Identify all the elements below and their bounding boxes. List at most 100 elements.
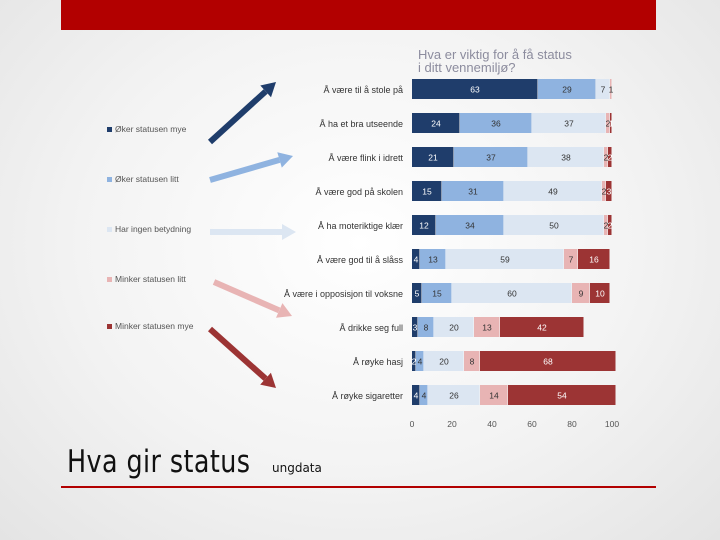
bar-segment bbox=[608, 215, 612, 235]
bar-segment bbox=[422, 283, 452, 303]
legend-arrow-head bbox=[260, 372, 276, 388]
bar-segment bbox=[590, 283, 610, 303]
bar-segment bbox=[532, 113, 606, 133]
bar-segment bbox=[596, 79, 610, 99]
bar-value-label: 8 bbox=[424, 323, 429, 333]
legend-swatch bbox=[107, 177, 112, 182]
top-accent-bar bbox=[61, 0, 656, 30]
slide-title: Hva gir status bbox=[67, 444, 251, 480]
bar-segment bbox=[428, 385, 480, 405]
bar-segment bbox=[480, 351, 616, 371]
bar-segment bbox=[412, 283, 422, 303]
legend-arrow-shaft bbox=[212, 279, 281, 314]
bar-value-label: 31 bbox=[468, 187, 478, 197]
bar-value-label: 2 bbox=[412, 357, 417, 367]
bar-segment bbox=[436, 215, 504, 235]
bar-value-label: 1 bbox=[609, 85, 614, 95]
bar-value-label: 4 bbox=[414, 255, 419, 265]
legend-arrow-shaft bbox=[209, 157, 281, 183]
bar-segment bbox=[424, 351, 464, 371]
slide-subtitle: ungdata bbox=[272, 461, 322, 475]
bar-segment bbox=[460, 113, 532, 133]
bar-value-label: 68 bbox=[543, 357, 553, 367]
bar-segment bbox=[604, 215, 608, 235]
bar-value-label: 10 bbox=[595, 289, 605, 299]
bar-segment bbox=[412, 317, 418, 337]
legend-label: Minker statusen litt bbox=[115, 274, 186, 284]
bar-segment bbox=[606, 181, 612, 201]
bar-segment bbox=[416, 351, 424, 371]
bar-value-label: 16 bbox=[589, 255, 599, 265]
bar-segment bbox=[420, 249, 446, 269]
bar-value-label: 13 bbox=[428, 255, 438, 265]
legend-label: Øker statusen litt bbox=[115, 174, 179, 184]
bar-segment bbox=[464, 351, 480, 371]
bar-value-label: 4 bbox=[418, 357, 423, 367]
bar-segment bbox=[412, 181, 442, 201]
bar-segment bbox=[578, 249, 610, 269]
bar-value-label: 13 bbox=[482, 323, 492, 333]
bar-value-label: 2 bbox=[608, 221, 613, 231]
bar-segment bbox=[504, 181, 602, 201]
category-label: Å ha et bra utseende bbox=[319, 119, 403, 129]
legend-arrow-head bbox=[277, 152, 293, 168]
x-tick-label: 60 bbox=[527, 419, 537, 429]
bar-value-label: 8 bbox=[470, 357, 475, 367]
bar-value-label: 26 bbox=[449, 391, 459, 401]
legend-label: Øker statusen mye bbox=[115, 124, 187, 134]
bar-value-label: 15 bbox=[432, 289, 442, 299]
legend-swatch bbox=[107, 127, 112, 132]
bar-value-label: 49 bbox=[548, 187, 558, 197]
bar-segment bbox=[452, 283, 572, 303]
bar-segment bbox=[446, 249, 564, 269]
bar-value-label: 3 bbox=[413, 323, 418, 333]
legend-arrow-shaft bbox=[208, 326, 268, 381]
category-labels: Å være til å stole på Å ha et bra utseend… bbox=[284, 85, 404, 401]
bar-segment bbox=[538, 79, 596, 99]
bar-segment bbox=[412, 385, 420, 405]
category-label: Å være god på skolen bbox=[315, 187, 403, 197]
legend-label: Har ingen betydning bbox=[115, 224, 191, 234]
bar-segment bbox=[602, 181, 606, 201]
bar-value-label: 2 bbox=[606, 119, 611, 129]
bar-value-label: 5 bbox=[415, 289, 420, 299]
legend-swatch bbox=[107, 324, 112, 329]
bar-segment bbox=[572, 283, 590, 303]
bar-segment bbox=[604, 147, 608, 167]
category-label: Å være til å stole på bbox=[323, 85, 403, 95]
legend-arrow-head bbox=[276, 303, 292, 318]
bar-segment bbox=[412, 249, 420, 269]
bar-value-label: 7 bbox=[601, 85, 606, 95]
bar-segment bbox=[504, 215, 604, 235]
bar-value-label: 1 bbox=[609, 119, 614, 129]
bar-value-label: 37 bbox=[564, 119, 574, 129]
bar-value-label: 9 bbox=[579, 289, 584, 299]
bar-segment bbox=[528, 147, 604, 167]
bar-value-label: 21 bbox=[428, 153, 438, 163]
bar-segment bbox=[420, 385, 428, 405]
bar-value-label: 12 bbox=[419, 221, 429, 231]
bar-value-label: 3 bbox=[607, 187, 612, 197]
bar-value-label: 63 bbox=[470, 85, 480, 95]
bar-segment bbox=[480, 385, 508, 405]
bar-value-label: 4 bbox=[414, 391, 419, 401]
bar-segment bbox=[608, 147, 612, 167]
x-axis-ticks: 0 20 40 60 80 100 bbox=[410, 419, 620, 429]
bar-value-label: 20 bbox=[439, 357, 449, 367]
bar-value-label: 15 bbox=[422, 187, 432, 197]
x-tick-label: 0 bbox=[410, 419, 415, 429]
bar-segment bbox=[454, 147, 528, 167]
bar-value-label: 2 bbox=[608, 153, 613, 163]
bar-segment bbox=[434, 317, 474, 337]
legend-swatch bbox=[107, 277, 112, 282]
category-label: Å røyke sigaretter bbox=[332, 391, 403, 401]
bar-value-label: 42 bbox=[537, 323, 547, 333]
bar-segment bbox=[564, 249, 578, 269]
bar-value-label: 24 bbox=[431, 119, 441, 129]
bar-value-label: 59 bbox=[500, 255, 510, 265]
bar-segment bbox=[442, 181, 504, 201]
x-tick-label: 40 bbox=[487, 419, 497, 429]
category-label: Å være flink i idrett bbox=[328, 153, 403, 163]
category-label: Å røyke hasj bbox=[353, 357, 403, 367]
